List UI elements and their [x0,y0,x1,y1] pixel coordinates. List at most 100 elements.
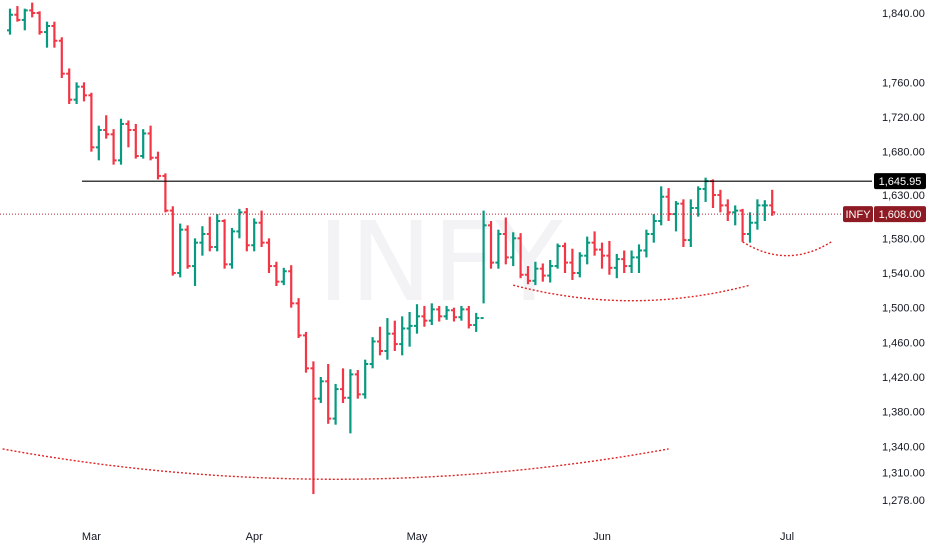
ohlc-bar [576,252,583,278]
x-tick-label: May [407,531,428,543]
ohlc-bar [66,68,73,104]
ohlc-bar [236,208,243,239]
ohlc-bar [547,260,554,283]
ohlc-bar [332,383,339,425]
cup-arc [513,284,751,302]
ohlc-bar [125,120,132,148]
ohlc-bar [443,305,450,320]
ohlc-bar [140,129,147,159]
ohlc-bar [229,227,235,269]
y-tick-label: 1,380.00 [882,407,925,419]
x-tick-label: Jul [780,531,794,543]
ohlc-bar [81,82,87,102]
ohlc-bar [192,238,198,286]
ohlc-bar [621,250,628,273]
ohlc-bar [58,37,65,78]
ohlc-bar [673,201,679,232]
ohlc-bar [428,303,435,325]
ohlc-bar [14,6,21,22]
resistance-price-label: 1,645.95 [879,176,922,188]
ohlc-bar [273,261,280,286]
ohlc-bar [717,189,724,213]
y-tick-label: 1,840.00 [882,8,925,20]
y-tick-label: 1,500.00 [882,303,925,315]
ohlc-bar [177,223,184,278]
ohlc-bar [206,216,213,252]
ohlc-bar [347,369,354,434]
y-tick-label: 1,540.00 [882,268,925,280]
ohlc-bar [458,305,465,321]
ohlc-bar [510,232,517,267]
ohlc-bar [606,240,613,275]
ohlc-bar [103,115,110,139]
ohlc-bar [7,8,13,35]
ohlc-bar [95,125,102,161]
ohlc-bar [288,265,295,308]
x-tick-label: Apr [246,531,263,543]
ohlc-bar [44,21,50,48]
ohlc-bar [613,253,620,279]
ohlc-bar [465,305,472,329]
ohlc-bar [214,214,221,252]
ohlc-bar [724,199,731,221]
ohlc-bar [747,212,753,243]
ohlc-bar [147,125,154,161]
ohlc-bar [525,266,531,285]
time-axis[interactable]: Mar Apr May Jun Jul [82,531,794,543]
ohlc-bar [761,200,768,221]
y-tick-label: 1,340.00 [882,441,925,453]
ohlc-bar [391,320,398,351]
ohlc-bar [495,229,502,269]
ohlc-bar [317,377,324,403]
ohlc-bar [132,123,139,159]
ohlc-bar [421,305,428,327]
ohlc-bar [162,173,169,213]
ohlc-bar [480,210,487,320]
y-tick-label: 1,420.00 [882,372,925,384]
ohlc-bar [554,243,561,269]
ohlc-bar [118,118,124,165]
ohlc-bar [569,248,576,280]
ohlc-bar [643,229,650,258]
ohlc-bar [377,326,383,356]
ohlc-bar [695,186,702,217]
cup-arc [742,241,832,257]
price-axis[interactable]: 1,840.00 1,760.00 1,720.00 1,680.00 1,630.00… [882,8,925,507]
ohlc-bar [532,261,539,286]
ohlc-bar [473,312,480,332]
ohlc-bar [362,359,369,399]
y-tick-label: 1,760.00 [882,77,925,89]
ohlc-bar [221,219,228,269]
ohlc-bar [680,199,687,247]
ohlc-bar [29,2,36,18]
ohlc-bar [451,307,457,322]
ohlc-bar [73,82,80,104]
ohlc-bar [414,304,420,334]
last-price-tag: INFY 1,608.00 [843,206,926,223]
y-tick-label: 1,630.00 [882,190,925,202]
cup-arc [2,448,669,480]
ohlc-bar [310,361,317,494]
y-tick-label: 1,680.00 [882,147,925,159]
ohlc-bar [591,231,598,256]
ohlc-bar [199,226,206,256]
ohlc-bar [650,214,657,243]
ohlc-bar [539,263,546,282]
ohlc-bar [251,218,258,252]
ohlc-bar [303,331,309,373]
ohlc-bar [51,21,58,48]
y-tick-label: 1,720.00 [882,112,925,124]
ohlc-bar [599,242,605,269]
ohlc-bar [584,236,591,265]
ohlc-bar [36,11,43,35]
ohlc-bar [325,364,332,424]
ohlc-bar [406,312,413,347]
y-tick-label: 1,460.00 [882,337,925,349]
ohlc-bar [155,151,161,180]
resistance-price-tag: 1,645.95 [874,173,926,190]
ohlc-bar [88,92,95,152]
last-price-label: 1,608.00 [879,209,922,221]
price-bars [7,2,776,494]
